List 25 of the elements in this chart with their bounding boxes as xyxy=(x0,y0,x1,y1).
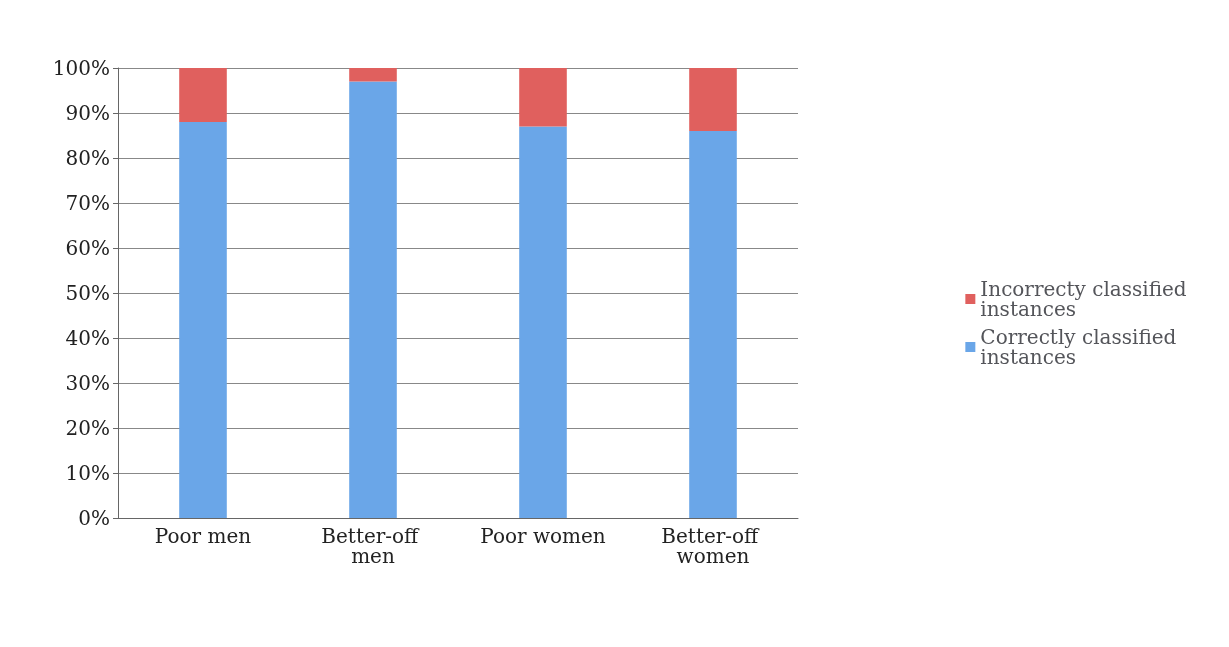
legend-label: Incorrecty classified instances xyxy=(980,277,1193,321)
bar xyxy=(519,68,567,127)
bar xyxy=(519,126,567,518)
bar xyxy=(179,68,227,122)
y-tick-label: 20% xyxy=(65,416,110,440)
legend-label: Correctly classified instances xyxy=(980,325,1183,369)
y-tick-label: 80% xyxy=(65,146,110,170)
x-tick-label: Better-off men xyxy=(321,524,425,568)
y-tick-label: 70% xyxy=(65,191,110,215)
y-tick-label: 0% xyxy=(78,506,110,530)
bar xyxy=(689,68,737,131)
y-tick-label: 50% xyxy=(65,281,110,305)
y-tick-label: 60% xyxy=(65,236,110,260)
bar xyxy=(689,131,737,518)
y-tick-label: 100% xyxy=(52,56,110,80)
x-tick-label: Better-off women xyxy=(661,524,765,568)
y-tick-label: 40% xyxy=(65,326,110,350)
x-tick-label: Poor men xyxy=(154,524,252,548)
bar xyxy=(349,81,397,518)
y-tick-label: 90% xyxy=(65,101,110,125)
y-tick-label: 10% xyxy=(65,461,110,485)
x-tick-label: Poor women xyxy=(480,524,606,548)
bar xyxy=(349,68,397,82)
bar xyxy=(179,122,227,518)
y-tick-label: 30% xyxy=(65,371,110,395)
